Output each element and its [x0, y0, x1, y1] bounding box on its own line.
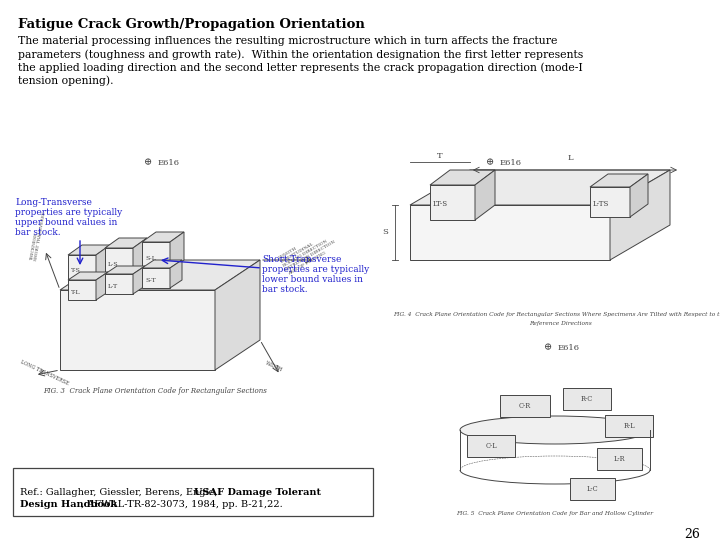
Text: the applied loading direction and the second letter represents the crack propaga: the applied loading direction and the se… — [18, 62, 582, 72]
Polygon shape — [133, 238, 147, 276]
Text: FIG. 5  Crack Plane Orientation Code for Bar and Hollow Cylinder: FIG. 5 Crack Plane Orientation Code for … — [456, 511, 654, 516]
Polygon shape — [105, 238, 147, 248]
Polygon shape — [68, 272, 108, 280]
Polygon shape — [430, 185, 475, 220]
Text: THICKNESS
SHORT TRANSVERSE: THICKNESS SHORT TRANSVERSE — [30, 211, 47, 261]
Text: L: L — [567, 154, 573, 162]
Text: properties are typically: properties are typically — [262, 265, 369, 274]
Text: FIG. 4  Crack Plane Orientation Code for Rectangular Sections Where Specimens Ar: FIG. 4 Crack Plane Orientation Code for … — [393, 312, 720, 317]
Text: LONG TRANSVERSE: LONG TRANSVERSE — [20, 359, 70, 386]
Polygon shape — [142, 260, 182, 268]
Text: T-S: T-S — [71, 268, 81, 273]
Text: Design Handbook: Design Handbook — [20, 500, 117, 509]
Polygon shape — [605, 415, 653, 437]
Polygon shape — [563, 388, 611, 410]
Polygon shape — [410, 205, 610, 260]
Text: S-L: S-L — [145, 255, 156, 260]
Text: ⊕: ⊕ — [544, 343, 552, 353]
Text: properties are typically: properties are typically — [15, 208, 122, 217]
Polygon shape — [475, 170, 495, 220]
Text: Ref.: Gallagher, Giessler, Berens, Engle,: Ref.: Gallagher, Giessler, Berens, Engle… — [20, 488, 224, 497]
Text: L-C: L-C — [586, 485, 598, 493]
Polygon shape — [170, 260, 182, 288]
Text: L-TS: L-TS — [593, 200, 609, 208]
Text: L-R: L-R — [613, 455, 625, 463]
Text: LENGTH
LONGITUDINAL
ROLLING DIRECTION
EXTRUSION DIRECTION
AXIS OF FORGING: LENGTH LONGITUDINAL ROLLING DIRECTION EX… — [278, 228, 338, 276]
Text: Reference Directions: Reference Directions — [528, 321, 591, 326]
Text: T-L: T-L — [71, 289, 81, 294]
Polygon shape — [68, 245, 110, 255]
Text: T: T — [437, 152, 443, 160]
Polygon shape — [610, 170, 670, 260]
Polygon shape — [133, 266, 145, 294]
Polygon shape — [215, 260, 260, 370]
Text: S-T: S-T — [145, 278, 156, 282]
Polygon shape — [170, 232, 184, 270]
Text: bar stock.: bar stock. — [15, 228, 60, 237]
Text: ⊕: ⊕ — [486, 159, 494, 167]
Text: Fatigue Crack Growth/Propagation Orientation: Fatigue Crack Growth/Propagation Orienta… — [18, 18, 365, 31]
Polygon shape — [630, 174, 648, 217]
Polygon shape — [142, 242, 170, 270]
Polygon shape — [105, 248, 133, 276]
Text: upper bound values in: upper bound values in — [15, 218, 117, 227]
Polygon shape — [96, 245, 110, 283]
Text: tension opening).: tension opening). — [18, 75, 114, 85]
Text: USAF Damage Tolerant: USAF Damage Tolerant — [194, 488, 321, 497]
Text: L-T: L-T — [108, 284, 118, 288]
Text: bar stock.: bar stock. — [262, 285, 307, 294]
Text: Long-Transverse: Long-Transverse — [15, 198, 92, 207]
Text: E616: E616 — [558, 344, 580, 352]
FancyBboxPatch shape — [13, 468, 373, 516]
Text: lower bound values in: lower bound values in — [262, 275, 363, 284]
Text: R-C: R-C — [581, 395, 593, 403]
Text: ⊕: ⊕ — [144, 159, 152, 167]
Polygon shape — [60, 260, 260, 290]
Polygon shape — [467, 435, 515, 457]
Polygon shape — [68, 280, 96, 300]
Text: E616: E616 — [158, 159, 180, 167]
Text: C-R: C-R — [519, 402, 531, 410]
Text: C-L: C-L — [485, 442, 497, 450]
Polygon shape — [142, 232, 184, 242]
Polygon shape — [430, 170, 495, 185]
Text: parameters (toughness and growth rate).  Within the orientation designation the : parameters (toughness and growth rate). … — [18, 49, 583, 59]
Polygon shape — [410, 170, 670, 205]
Text: R-L: R-L — [624, 422, 635, 430]
Polygon shape — [570, 478, 615, 500]
Text: The material processing influences the resulting microstructure which in turn af: The material processing influences the r… — [18, 36, 557, 46]
Polygon shape — [68, 255, 96, 283]
Polygon shape — [142, 268, 170, 288]
Text: S: S — [382, 228, 388, 236]
Polygon shape — [590, 187, 630, 217]
Polygon shape — [590, 174, 648, 187]
Text: FIG. 3  Crack Plane Orientation Code for Rectangular Sections: FIG. 3 Crack Plane Orientation Code for … — [43, 387, 267, 395]
Polygon shape — [500, 395, 550, 417]
Text: E616: E616 — [500, 159, 522, 167]
Polygon shape — [105, 274, 133, 294]
Polygon shape — [597, 448, 642, 470]
Polygon shape — [96, 272, 108, 300]
Text: Short-Transverse: Short-Transverse — [262, 255, 341, 264]
Text: L-S: L-S — [108, 261, 119, 267]
Text: WIDTH: WIDTH — [265, 361, 284, 373]
Polygon shape — [105, 266, 145, 274]
Text: LT-S: LT-S — [433, 200, 448, 208]
Text: 26: 26 — [684, 528, 700, 540]
Text: , AFWAL-TR-82-3073, 1984, pp. B-21,22.: , AFWAL-TR-82-3073, 1984, pp. B-21,22. — [81, 500, 282, 509]
Ellipse shape — [460, 416, 650, 444]
Polygon shape — [60, 290, 215, 370]
